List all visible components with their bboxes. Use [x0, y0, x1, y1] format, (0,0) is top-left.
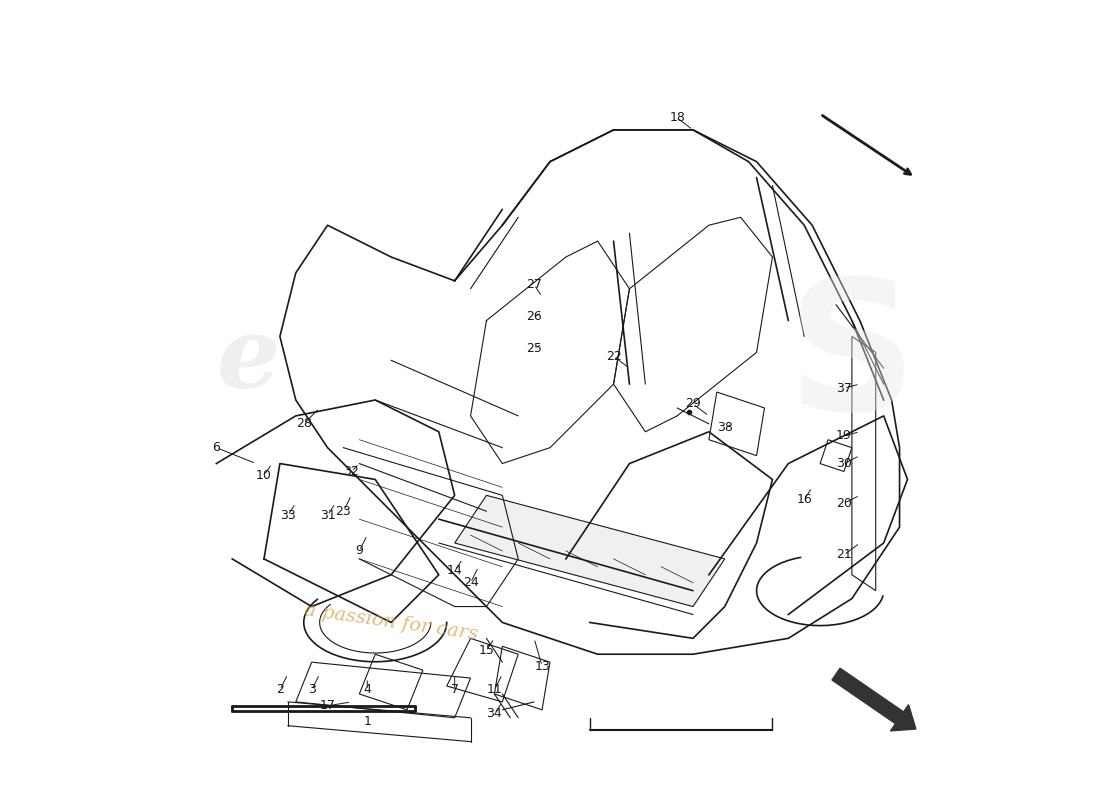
Text: 34: 34 [486, 707, 503, 720]
Text: 33: 33 [280, 509, 296, 522]
Text: 27: 27 [526, 278, 542, 291]
Text: 7: 7 [451, 683, 459, 697]
Text: S: S [786, 272, 917, 448]
Text: 26: 26 [526, 310, 542, 323]
Text: 10: 10 [256, 469, 272, 482]
Text: 18: 18 [669, 111, 685, 125]
Text: 3: 3 [308, 683, 316, 697]
Text: 1: 1 [363, 715, 371, 728]
Text: 17: 17 [320, 699, 336, 712]
Text: 25: 25 [526, 342, 542, 355]
Text: 38: 38 [717, 422, 733, 434]
Text: 4: 4 [363, 683, 371, 697]
Text: 13: 13 [535, 660, 550, 673]
Text: 30: 30 [836, 457, 851, 470]
Text: 16: 16 [796, 493, 812, 506]
Text: 29: 29 [685, 398, 701, 410]
Polygon shape [454, 495, 725, 606]
Text: 2: 2 [276, 683, 284, 697]
Text: 21: 21 [836, 549, 851, 562]
Text: 32: 32 [343, 465, 360, 478]
Text: 20: 20 [836, 497, 851, 510]
Text: 31: 31 [320, 509, 336, 522]
Text: e: e [217, 312, 280, 409]
Text: 19: 19 [836, 430, 851, 442]
Text: 14: 14 [447, 564, 462, 578]
Text: a passion for cars: a passion for cars [304, 602, 480, 643]
FancyArrow shape [832, 668, 916, 731]
Text: 9: 9 [355, 545, 363, 558]
Text: 15: 15 [478, 644, 494, 657]
Text: 22: 22 [606, 350, 621, 363]
Text: 24: 24 [463, 576, 478, 590]
Text: 23: 23 [336, 505, 351, 518]
Text: 28: 28 [296, 418, 311, 430]
Text: 37: 37 [836, 382, 851, 394]
Text: 11: 11 [486, 683, 503, 697]
Text: 6: 6 [212, 441, 220, 454]
